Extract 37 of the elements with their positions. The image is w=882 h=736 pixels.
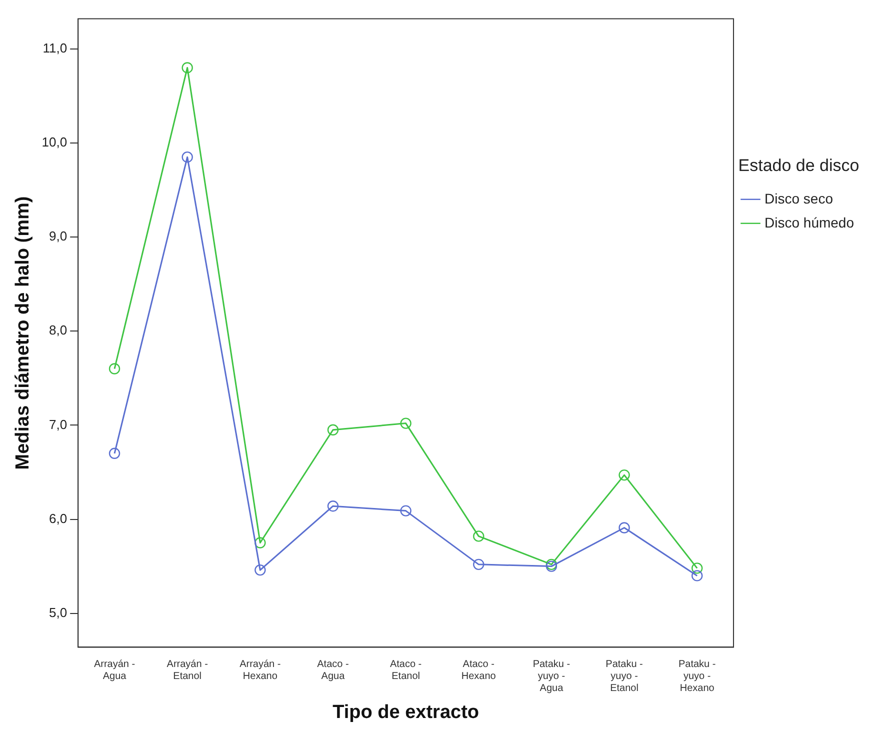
point [473,558,484,570]
y-tick-label: 11,0 [42,40,68,56]
legend-title: Estado de disco [738,156,860,176]
legend-label: Disco seco [764,190,834,206]
y-tick-label: 9,0 [49,228,68,244]
point [182,151,193,163]
point [254,537,266,548]
point [692,570,703,582]
point [692,562,703,574]
x-axis-title: Tipo de extracto [332,702,480,723]
x-tick-label: Arrayán - Etanol [166,658,208,682]
point [618,522,630,534]
y-tick-label: 8,0 [49,322,68,338]
x-tick-label: Ataco - Hexano [461,658,496,682]
y-tick-label: 5,0 [49,604,68,620]
y-tick-label: 7,0 [49,416,68,432]
x-tick-label: Pataku - yuyo - Etanol [606,658,643,694]
x-tick-label: Arrayán - Agua [94,658,136,682]
x-tick-label: Pataku - yuyo - Hexano [678,658,716,694]
legend-label: Disco húmedo [764,214,854,230]
x-tick-label: Ataco - Etanol [390,658,422,682]
point [108,448,120,460]
x-tick-label: Arrayán - Hexano [240,658,281,682]
point [327,424,339,436]
point [254,564,266,576]
x-tick-label: Ataco - Agua [317,658,349,682]
point [182,62,193,74]
point [473,530,484,542]
point [618,469,630,481]
point [327,500,339,512]
y-tick-label: 6,0 [49,510,68,526]
y-tick-label: 10,0 [42,134,68,150]
y-axis-title: Medias diámetro de halo (mm) [12,196,34,470]
point [400,418,412,429]
x-tick-label: Pataku - yuyo - Agua [532,658,570,694]
point [108,363,120,374]
point [400,505,412,516]
